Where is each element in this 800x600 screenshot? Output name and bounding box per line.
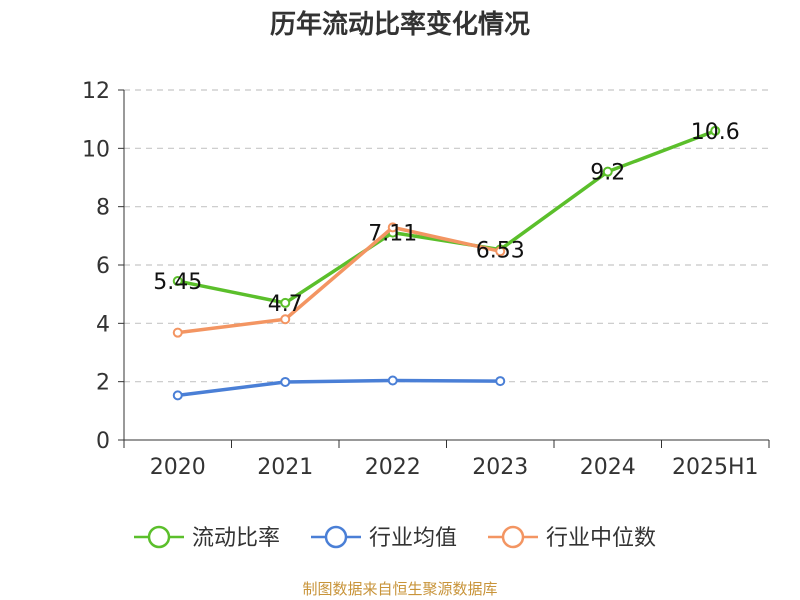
data-label: 5.45 bbox=[153, 270, 202, 295]
data-point bbox=[280, 376, 291, 387]
series-line-2 bbox=[177, 225, 501, 335]
data-point bbox=[710, 125, 721, 136]
legend-label: 行业均值 bbox=[369, 526, 457, 551]
y-tick-label: 2 bbox=[96, 371, 110, 396]
data-label: 7.11 bbox=[368, 222, 417, 247]
data-point bbox=[495, 376, 506, 387]
y-tick-label: 6 bbox=[96, 254, 110, 279]
data-point bbox=[280, 314, 291, 325]
x-tick-label: 2025H1 bbox=[672, 455, 759, 480]
data-point bbox=[172, 276, 183, 287]
legend-marker bbox=[147, 525, 171, 549]
data-point bbox=[172, 327, 183, 338]
data-point bbox=[280, 297, 291, 308]
y-tick-label: 10 bbox=[82, 137, 110, 162]
x-tick-label: 2022 bbox=[365, 455, 421, 480]
legend-label: 行业中位数 bbox=[546, 526, 656, 551]
source-note: 制图数据来自恒生聚源数据库 bbox=[302, 580, 498, 598]
data-point bbox=[172, 390, 183, 401]
data-label: 9.2 bbox=[590, 161, 625, 186]
x-tick-label: 2023 bbox=[472, 455, 528, 480]
data-point bbox=[495, 246, 506, 257]
y-tick-label: 12 bbox=[82, 79, 110, 104]
data-point bbox=[602, 166, 613, 177]
series-line-1 bbox=[177, 378, 501, 398]
data-label: 4.7 bbox=[268, 292, 303, 317]
data-label: 6.53 bbox=[476, 239, 525, 264]
data-point bbox=[387, 222, 398, 233]
chart-title: 历年流动比率变化情况 bbox=[269, 10, 530, 40]
y-tick-label: 8 bbox=[96, 196, 110, 221]
x-tick-label: 2024 bbox=[580, 455, 636, 480]
y-tick-label: 4 bbox=[96, 312, 110, 337]
data-label: 10.6 bbox=[691, 120, 740, 145]
legend-marker bbox=[324, 525, 348, 549]
series-line-0 bbox=[177, 129, 716, 305]
x-tick-label: 2020 bbox=[150, 455, 206, 480]
x-tick-label: 2021 bbox=[257, 455, 313, 480]
legend-marker bbox=[501, 525, 525, 549]
legend-label: 流动比率 bbox=[192, 526, 280, 551]
data-point bbox=[387, 375, 398, 386]
y-tick-label: 0 bbox=[96, 429, 110, 454]
